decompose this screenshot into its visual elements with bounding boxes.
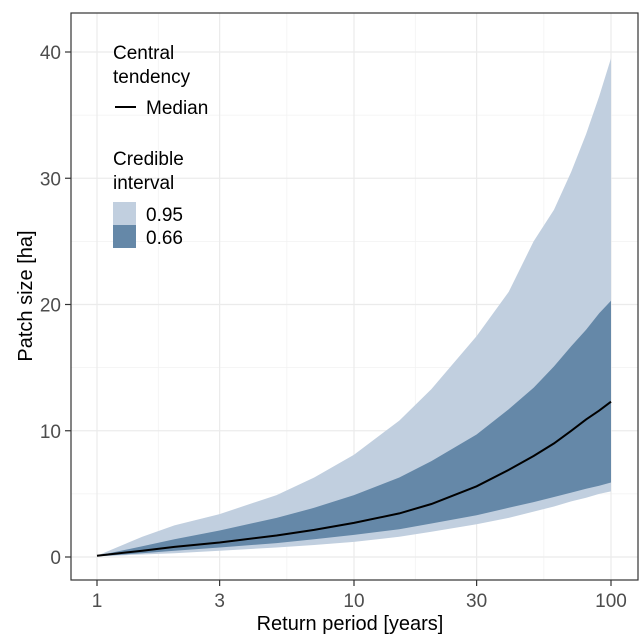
x-tick-label: 30: [466, 591, 487, 612]
y-axis-ticks: 0 10 20 30 40: [40, 43, 71, 569]
legend-title-central: Central tendency: [113, 43, 191, 88]
legend-title-credible: Credible interval: [113, 149, 189, 194]
legend: Central tendency Median Credible interva…: [113, 43, 208, 249]
legend-title-central-line-2: tendency: [113, 67, 191, 88]
legend-label-0-95: 0.95: [146, 205, 183, 226]
y-tick-label: 30: [40, 169, 61, 190]
x-axis-title: Return period [years]: [257, 613, 444, 635]
x-axis-ticks: 1 3 10 30 100: [92, 580, 627, 612]
legend-key-0-66: [113, 225, 136, 248]
legend-title-credible-line-1: Credible: [113, 149, 184, 170]
y-tick-label: 10: [40, 422, 61, 443]
y-tick-label: 0: [50, 548, 61, 569]
y-axis-title: Patch size [ha]: [15, 230, 37, 361]
x-tick-label: 3: [214, 591, 225, 612]
y-tick-label: 20: [40, 296, 61, 317]
legend-title-central-line-1: Central: [113, 43, 174, 64]
x-tick-label: 100: [595, 591, 627, 612]
x-tick-label: 1: [92, 591, 103, 612]
credible-bands: [97, 58, 611, 557]
median-line-group: [96, 400, 612, 557]
legend-key-0-95: [113, 202, 136, 225]
median-line: [96, 400, 612, 557]
x-tick-label: 10: [343, 591, 364, 612]
legend-label-median: Median: [146, 98, 208, 119]
legend-title-credible-line-2: interval: [113, 173, 174, 194]
y-tick-label: 40: [40, 43, 61, 64]
legend-label-0-66: 0.66: [146, 228, 183, 249]
credible-band-0-66: [97, 300, 611, 557]
